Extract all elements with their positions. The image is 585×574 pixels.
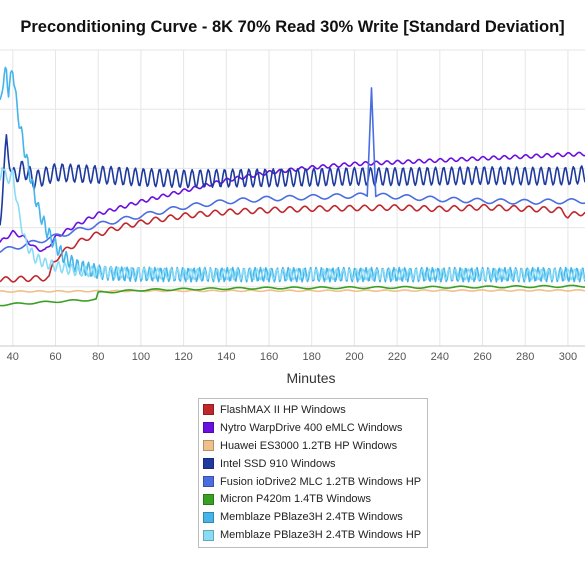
legend-item[interactable]: Memblaze PBlaze3H 2.4TB Windows HP <box>199 526 427 544</box>
x-tick-label: 240 <box>431 351 449 363</box>
legend-swatch <box>203 493 214 505</box>
series-line <box>0 134 585 226</box>
x-tick-label: 180 <box>303 351 321 363</box>
legend-label: Memblaze PBlaze3H 2.4TB Windows <box>220 511 403 524</box>
series-line <box>0 87 585 254</box>
legend-swatch <box>203 440 214 452</box>
legend-item[interactable]: Huawei ES3000 1.2TB HP Windows <box>199 437 427 455</box>
legend-item[interactable]: Micron P420m 1.4TB Windows <box>199 490 427 508</box>
gridlines <box>0 49 585 347</box>
legend-swatch <box>203 422 214 434</box>
series-line <box>0 284 585 307</box>
legend-item[interactable]: FlashMAX II HP Windows <box>199 401 427 419</box>
x-tick-label: 220 <box>388 351 406 363</box>
legend-item[interactable]: Memblaze PBlaze3H 2.4TB Windows <box>199 508 427 526</box>
legend-swatch <box>203 404 214 416</box>
legend-label: Fusion ioDrive2 MLC 1.2TB Windows HP <box>220 475 422 488</box>
legend-item[interactable]: Fusion ioDrive2 MLC 1.2TB Windows HP <box>199 473 427 491</box>
series-line <box>0 151 585 253</box>
series-line <box>0 203 585 283</box>
legend-swatch <box>203 476 214 487</box>
legend-label: Nytro WarpDrive 400 eMLC Windows <box>220 421 403 434</box>
x-axis-title: Minutes <box>286 370 335 386</box>
series-line <box>0 288 585 293</box>
x-tick-label: 260 <box>473 351 491 363</box>
chart-title: Preconditioning Curve - 8K 70% Read 30% … <box>20 18 565 36</box>
x-tick-label: 200 <box>345 351 363 363</box>
x-tick-label: 100 <box>132 351 150 363</box>
x-tick-label: 80 <box>92 351 104 363</box>
legend-item[interactable]: Intel SSD 910 Windows <box>199 455 427 473</box>
series-line <box>0 166 585 281</box>
legend-label: FlashMAX II HP Windows <box>220 403 346 416</box>
series-lines <box>0 66 585 307</box>
x-tick-label: 300 <box>559 351 577 363</box>
legend-label: Memblaze PBlaze3H 2.4TB Windows HP <box>220 529 422 542</box>
legend: FlashMAX II HP Windows Nytro WarpDrive 40… <box>198 398 428 549</box>
legend-swatch <box>203 511 214 523</box>
x-tick-label: 140 <box>217 351 235 363</box>
legend-label: Micron P420m 1.4TB Windows <box>220 493 371 506</box>
legend-label: Intel SSD 910 Windows <box>220 457 336 470</box>
series-line <box>0 66 585 283</box>
x-tick-label: 280 <box>516 351 534 363</box>
legend-label: Huawei ES3000 1.2TB HP Windows <box>220 439 398 452</box>
legend-item[interactable]: Nytro WarpDrive 400 eMLC Windows <box>199 419 427 437</box>
legend-swatch <box>203 458 214 470</box>
x-tick-label: 120 <box>174 351 192 363</box>
legend-swatch <box>203 529 214 541</box>
x-tick-label: 40 <box>7 351 19 363</box>
x-axis: 40 60 80 100 120 140 160 180 200 220 240 260 280 300 <box>0 345 585 363</box>
x-tick-label: 60 <box>49 351 61 363</box>
x-tick-label: 160 <box>260 351 278 363</box>
